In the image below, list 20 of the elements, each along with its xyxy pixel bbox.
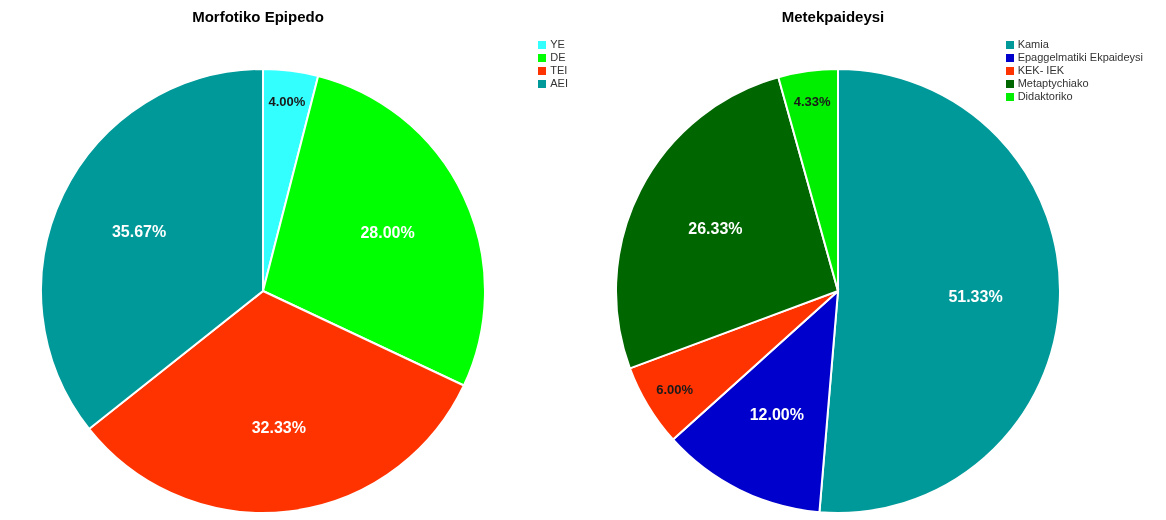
- legend-label: YE: [550, 38, 565, 50]
- legend-label: TEI: [550, 64, 568, 76]
- legend-label: Epaggelmatiki Ekpaideysi: [1017, 51, 1143, 63]
- legend-label: Didaktoriko: [1017, 90, 1073, 102]
- legend-label: Kamia: [1017, 38, 1049, 50]
- legend-label: Metaptychiako: [1017, 77, 1089, 89]
- legend-label: KEK- IEK: [1017, 64, 1065, 76]
- data-label: 28.00%: [360, 223, 415, 241]
- legend-label: DE: [550, 51, 566, 63]
- data-label: 12.00%: [749, 405, 804, 423]
- data-label: 32.33%: [251, 419, 306, 437]
- chart-title: Morfotiko Epipedo: [191, 8, 325, 25]
- legend-label: AEI: [550, 77, 568, 89]
- data-label: 35.67%: [111, 222, 167, 240]
- data-label: 4.33%: [793, 94, 831, 110]
- data-label: 4.00%: [268, 94, 306, 110]
- data-label: 26.33%: [688, 219, 743, 237]
- data-label: 51.33%: [948, 288, 1003, 306]
- chart-title: Metekpaideysi: [780, 8, 886, 25]
- data-label: 6.00%: [656, 382, 694, 398]
